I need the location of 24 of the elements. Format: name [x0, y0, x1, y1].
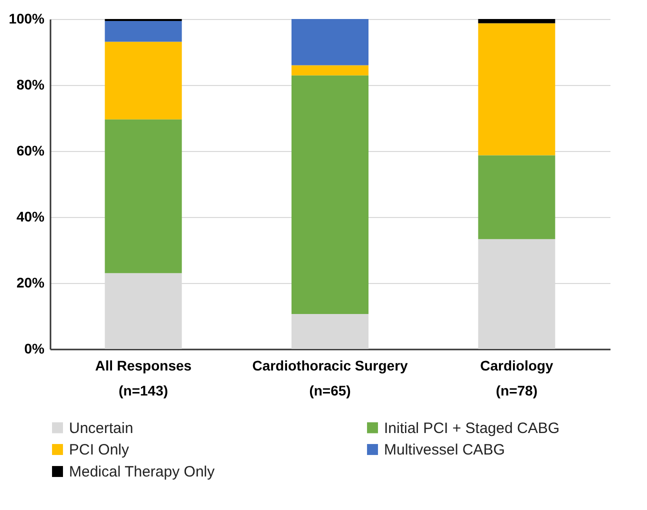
legend-label: Initial PCI + Staged CABG	[384, 420, 560, 437]
bar	[292, 314, 368, 349]
y-tick-label: 0%	[24, 340, 46, 356]
legend-label: PCI Only	[69, 442, 130, 458]
y-tick-label: 100%	[8, 10, 46, 26]
bar	[292, 65, 368, 76]
bar	[478, 19, 556, 24]
bar	[478, 23, 556, 156]
bar	[104, 42, 182, 120]
x-tick-label: Cardiology (n=78)	[480, 358, 554, 398]
y-tick-label: 80%	[16, 76, 46, 92]
bar	[104, 20, 182, 42]
legend-label: Medical Therapy Only	[69, 464, 216, 480]
bar	[292, 75, 368, 314]
y-tick-label: 20%	[16, 274, 46, 290]
x-tick-label: All Responses (n=143)	[95, 358, 192, 398]
y-tick-label: 60%	[16, 142, 46, 158]
legend-label: Uncertain	[69, 420, 134, 437]
legend-label: Multivessel CABG	[384, 442, 505, 458]
bar	[292, 19, 368, 66]
y-tick-label: 40%	[16, 208, 46, 224]
bar	[104, 119, 182, 274]
x-tick-label: Cardiothoracic Surgery (n=65)	[252, 358, 408, 398]
bar	[478, 155, 556, 240]
